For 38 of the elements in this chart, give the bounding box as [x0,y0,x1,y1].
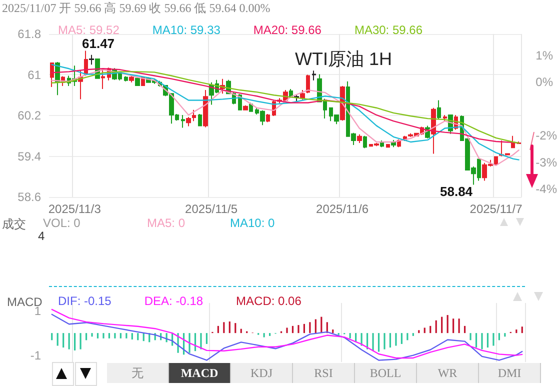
text: KDJ [231,363,293,383]
y-tick-label: 59.4 [18,149,42,164]
y2-tick-label: 1% [536,48,554,62]
text: BOLL [355,363,417,383]
series-label: MACD: 0.06 [236,294,302,308]
text: MA5: 0 [147,216,186,230]
text: 无 [107,363,169,383]
text: MA30: 59.66 [354,23,423,37]
text: MA10: 59.33 [152,23,221,37]
text: DMI [479,363,541,383]
text: WR [417,363,479,383]
y2-tick-label: -3% [536,155,558,170]
text: MA5: 59.52 [58,23,120,37]
text: MACD [169,363,231,383]
text: 4 [38,229,45,243]
y-tick-label: 58.6 [18,190,42,204]
text: RSI [293,363,355,383]
x-tick-label: 2025/11/7 [470,202,523,216]
text: MA20: 59.66 [253,23,322,37]
y2-tick-label: -4% [536,182,558,196]
y2-tick-label: -2% [536,128,558,143]
text: WTI原油 1H [295,49,392,69]
text: MA10: 0 [230,216,275,230]
y-tick-label: 61 [28,68,42,82]
y-tick-label: 60.2 [18,108,42,122]
text: 2025/11/07 开 59.66 高 59.69 收 59.66 低 59.64 0.00% [2,1,270,15]
series-label: DIF: -0.15 [58,294,112,308]
text: 成交 [2,216,26,233]
x-tick-label: 2025/11/3 [48,202,102,216]
x-tick-label: 2025/11/6 [316,202,369,216]
text: VOL: 0 [43,216,80,230]
y2-tick-label: 0% [536,75,554,90]
annotation: 58.84 [440,184,474,199]
x-tick-label: 2025/11/5 [185,202,238,216]
y-tick-label: 61.8 [18,27,42,41]
series-label: DEA: -0.18 [144,294,204,308]
annotation: 61.47 [82,36,115,51]
y-tick-label: -1 [30,348,42,362]
